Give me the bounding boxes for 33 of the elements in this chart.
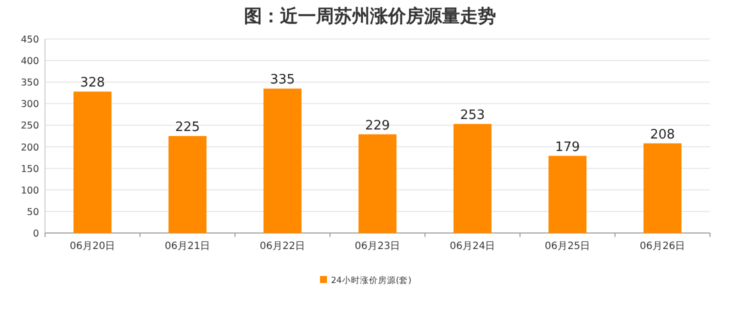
x-tick-label: 06月23日	[354, 241, 400, 252]
y-tick-label: 400	[20, 56, 39, 68]
y-tick-label: 450	[20, 34, 39, 46]
y-tick-label: 250	[20, 120, 39, 132]
chart-title: 图：近一周苏州涨价房源量走势	[244, 6, 496, 27]
x-tick-label: 06月25日	[544, 241, 590, 252]
data-label: 335	[270, 72, 295, 88]
data-label: 229	[365, 118, 390, 134]
bar	[644, 143, 682, 233]
y-tick-label: 150	[20, 164, 39, 175]
legend-label: 24小时涨价房源(套)	[331, 275, 412, 286]
x-tick-label: 06月21日	[164, 241, 210, 252]
y-tick-label: 100	[20, 185, 39, 196]
data-label: 328	[80, 76, 105, 91]
y-tick-label: 0	[32, 228, 39, 240]
data-label: 208	[650, 127, 675, 142]
x-tick-label: 06月24日	[450, 241, 496, 252]
data-label: 253	[460, 108, 485, 123]
bar	[548, 156, 586, 233]
bar	[454, 124, 492, 233]
y-tick-label: 350	[20, 78, 39, 89]
y-tick-label: 300	[20, 99, 39, 110]
x-tick-label: 06月26日	[640, 241, 686, 252]
x-tick-label: 06月20日	[70, 241, 116, 252]
data-label: 225	[175, 120, 200, 135]
data-label: 179	[555, 140, 580, 155]
bar	[168, 136, 206, 233]
x-tick-label: 06月22日	[260, 241, 306, 252]
y-tick-label: 200	[20, 142, 39, 154]
bar	[264, 88, 302, 233]
bar	[358, 134, 396, 233]
bar	[74, 92, 112, 233]
y-tick-label: 50	[26, 206, 39, 218]
